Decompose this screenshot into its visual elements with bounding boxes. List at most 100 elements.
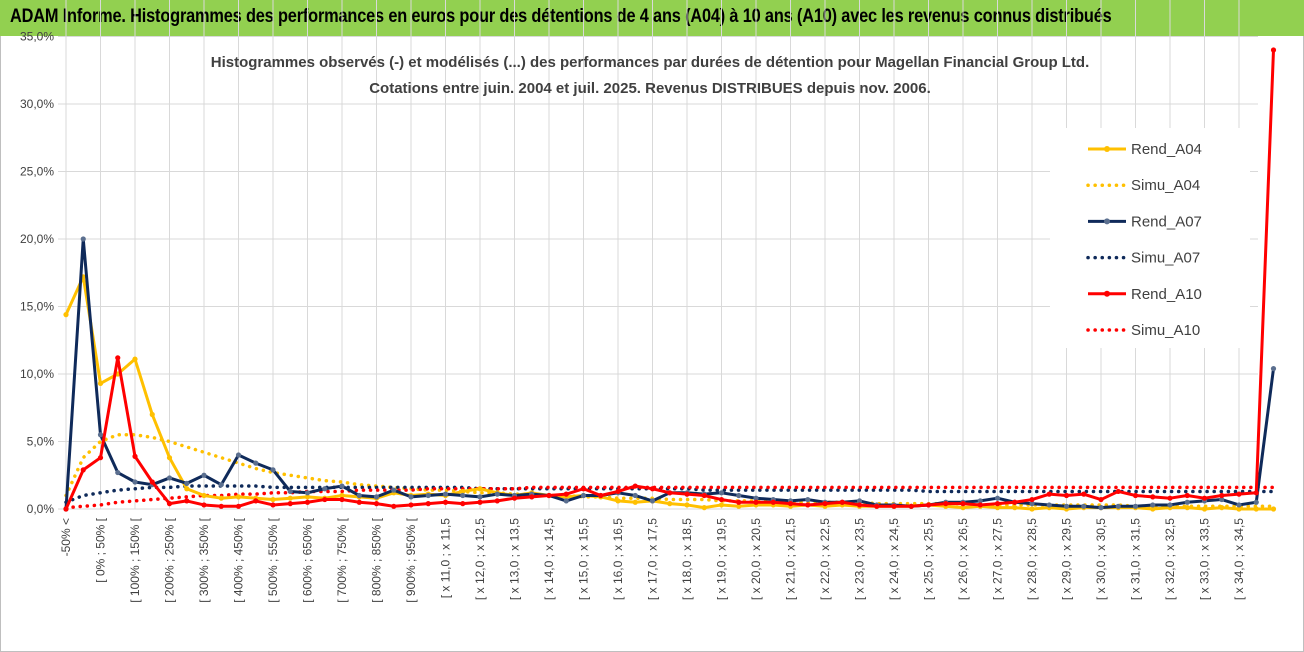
x-tick-label: [ x 31,0 ; x 31,5: [1129, 518, 1143, 600]
data-point: [1184, 505, 1190, 511]
data-point: [1253, 499, 1259, 505]
legend-label: Simu_A07: [1131, 250, 1200, 267]
legend-label: Simu_A04: [1131, 177, 1200, 194]
data-point: [563, 491, 569, 497]
data-point: [235, 452, 242, 458]
data-point: [1029, 501, 1035, 507]
data-point: [1219, 492, 1225, 499]
data-point: [1132, 503, 1139, 509]
data-point: [856, 498, 863, 504]
data-point: [977, 502, 983, 508]
data-point: [994, 505, 1001, 511]
x-tick-label: [ x 13,0 ; x 13,5: [508, 518, 522, 600]
data-point: [1012, 505, 1018, 511]
data-point: [304, 490, 311, 496]
legend-item: Rend_A10: [1088, 286, 1202, 303]
series-line: [64, 484, 1276, 504]
data-point: [805, 496, 811, 503]
legend-label: Rend_A10: [1131, 286, 1202, 303]
legend: Rend_A04 Simu_A04 Rend_A07 Simu_A07 Rend_A10…: [1086, 141, 1202, 339]
y-axis: 0,0%5,0%10,0%15,0%20,0%25,0%30,0%35,0%40…: [20, 30, 55, 517]
data-point: [1167, 502, 1173, 508]
data-point: [632, 492, 638, 499]
data-point: [322, 496, 328, 503]
data-point: [1063, 503, 1070, 509]
data-point: [356, 492, 362, 499]
y-tick-label: 0,0%: [27, 502, 55, 516]
data-point: [1150, 502, 1156, 508]
data-point: [132, 479, 138, 485]
series-lines: [63, 47, 1277, 512]
series-line: [64, 485, 1276, 510]
x-tick-label: [ 600% ; 650% [: [301, 517, 315, 602]
data-point: [718, 502, 725, 508]
x-tick-label: [ 900% ; 950% [: [404, 517, 418, 602]
data-point: [391, 487, 397, 493]
data-point: [787, 501, 794, 507]
x-tick-label: [ x 29,0 ; x 29,5: [1060, 518, 1074, 600]
data-point: [218, 495, 224, 501]
data-point: [477, 499, 483, 505]
x-tick-label: [ x 26,0 ; x 26,5: [956, 518, 970, 600]
data-point: [1098, 505, 1104, 511]
data-point: [373, 494, 380, 500]
y-tick-label: 10,0%: [20, 367, 54, 381]
data-point: [511, 495, 518, 501]
legend-marker: [1104, 218, 1110, 225]
data-point: [339, 496, 345, 503]
x-tick-label: [ 100% ; 150% [: [128, 517, 142, 602]
x-tick-label: [ 200% ; 250% [: [163, 517, 177, 602]
data-point: [1046, 491, 1052, 497]
x-tick-label: [ x 14,0 ; x 14,5: [542, 518, 556, 600]
data-point: [667, 501, 673, 507]
data-point: [1236, 502, 1242, 508]
data-point: [235, 494, 242, 500]
x-tick-label: -50% <: [59, 518, 73, 556]
data-point: [97, 432, 104, 438]
data-point: [718, 490, 725, 496]
data-point: [1029, 506, 1035, 512]
x-tick-label: [ x 22,0 ; x 22,5: [818, 518, 832, 600]
data-point: [235, 503, 242, 509]
data-point: [391, 503, 397, 509]
x-tick-label: [ x 21,0 ; x 21,5: [784, 518, 798, 600]
data-point: [442, 491, 449, 497]
y-tick-label: 35,0%: [20, 30, 54, 44]
data-point: [1029, 496, 1035, 503]
data-point: [1236, 491, 1242, 497]
report-banner-title: ADAM Informe. Histogrammes des performan…: [10, 6, 1112, 27]
data-point: [442, 499, 449, 505]
data-point: [632, 499, 638, 505]
data-point: [1270, 506, 1277, 512]
data-point: [753, 499, 759, 505]
legend-background: [1050, 128, 1250, 348]
data-point: [943, 501, 949, 507]
data-point: [615, 488, 621, 495]
data-point: [736, 499, 742, 505]
x-tick-label: [ x 11,0 ; x 11,5: [439, 518, 453, 599]
x-tick-label: [ x 33,0 ; x 33,5: [1198, 518, 1212, 600]
x-tick-label: [ x 30,0 ; x 30,5: [1094, 518, 1108, 600]
data-point: [408, 494, 414, 500]
data-point: [770, 499, 776, 505]
data-point: [667, 490, 673, 496]
legend-label: Rend_A07: [1131, 213, 1202, 230]
data-point: [1132, 492, 1139, 499]
data-point: [184, 480, 190, 486]
legend-label: Rend_A04: [1131, 141, 1202, 158]
data-point: [149, 411, 155, 418]
data-point: [1150, 506, 1156, 512]
data-point: [1201, 506, 1208, 512]
data-point: [1184, 492, 1190, 499]
data-point: [425, 492, 431, 499]
x-tick-label: [ x 15,0 ; x 15,5: [577, 518, 591, 600]
data-point: [856, 502, 863, 508]
data-point: [166, 455, 173, 461]
data-point: [132, 453, 138, 459]
data-point: [339, 492, 345, 499]
data-point: [270, 502, 276, 508]
x-tick-label: [ 800% ; 850% [: [370, 517, 384, 602]
data-point: [649, 486, 656, 492]
series-rend-a10: [63, 47, 1277, 512]
